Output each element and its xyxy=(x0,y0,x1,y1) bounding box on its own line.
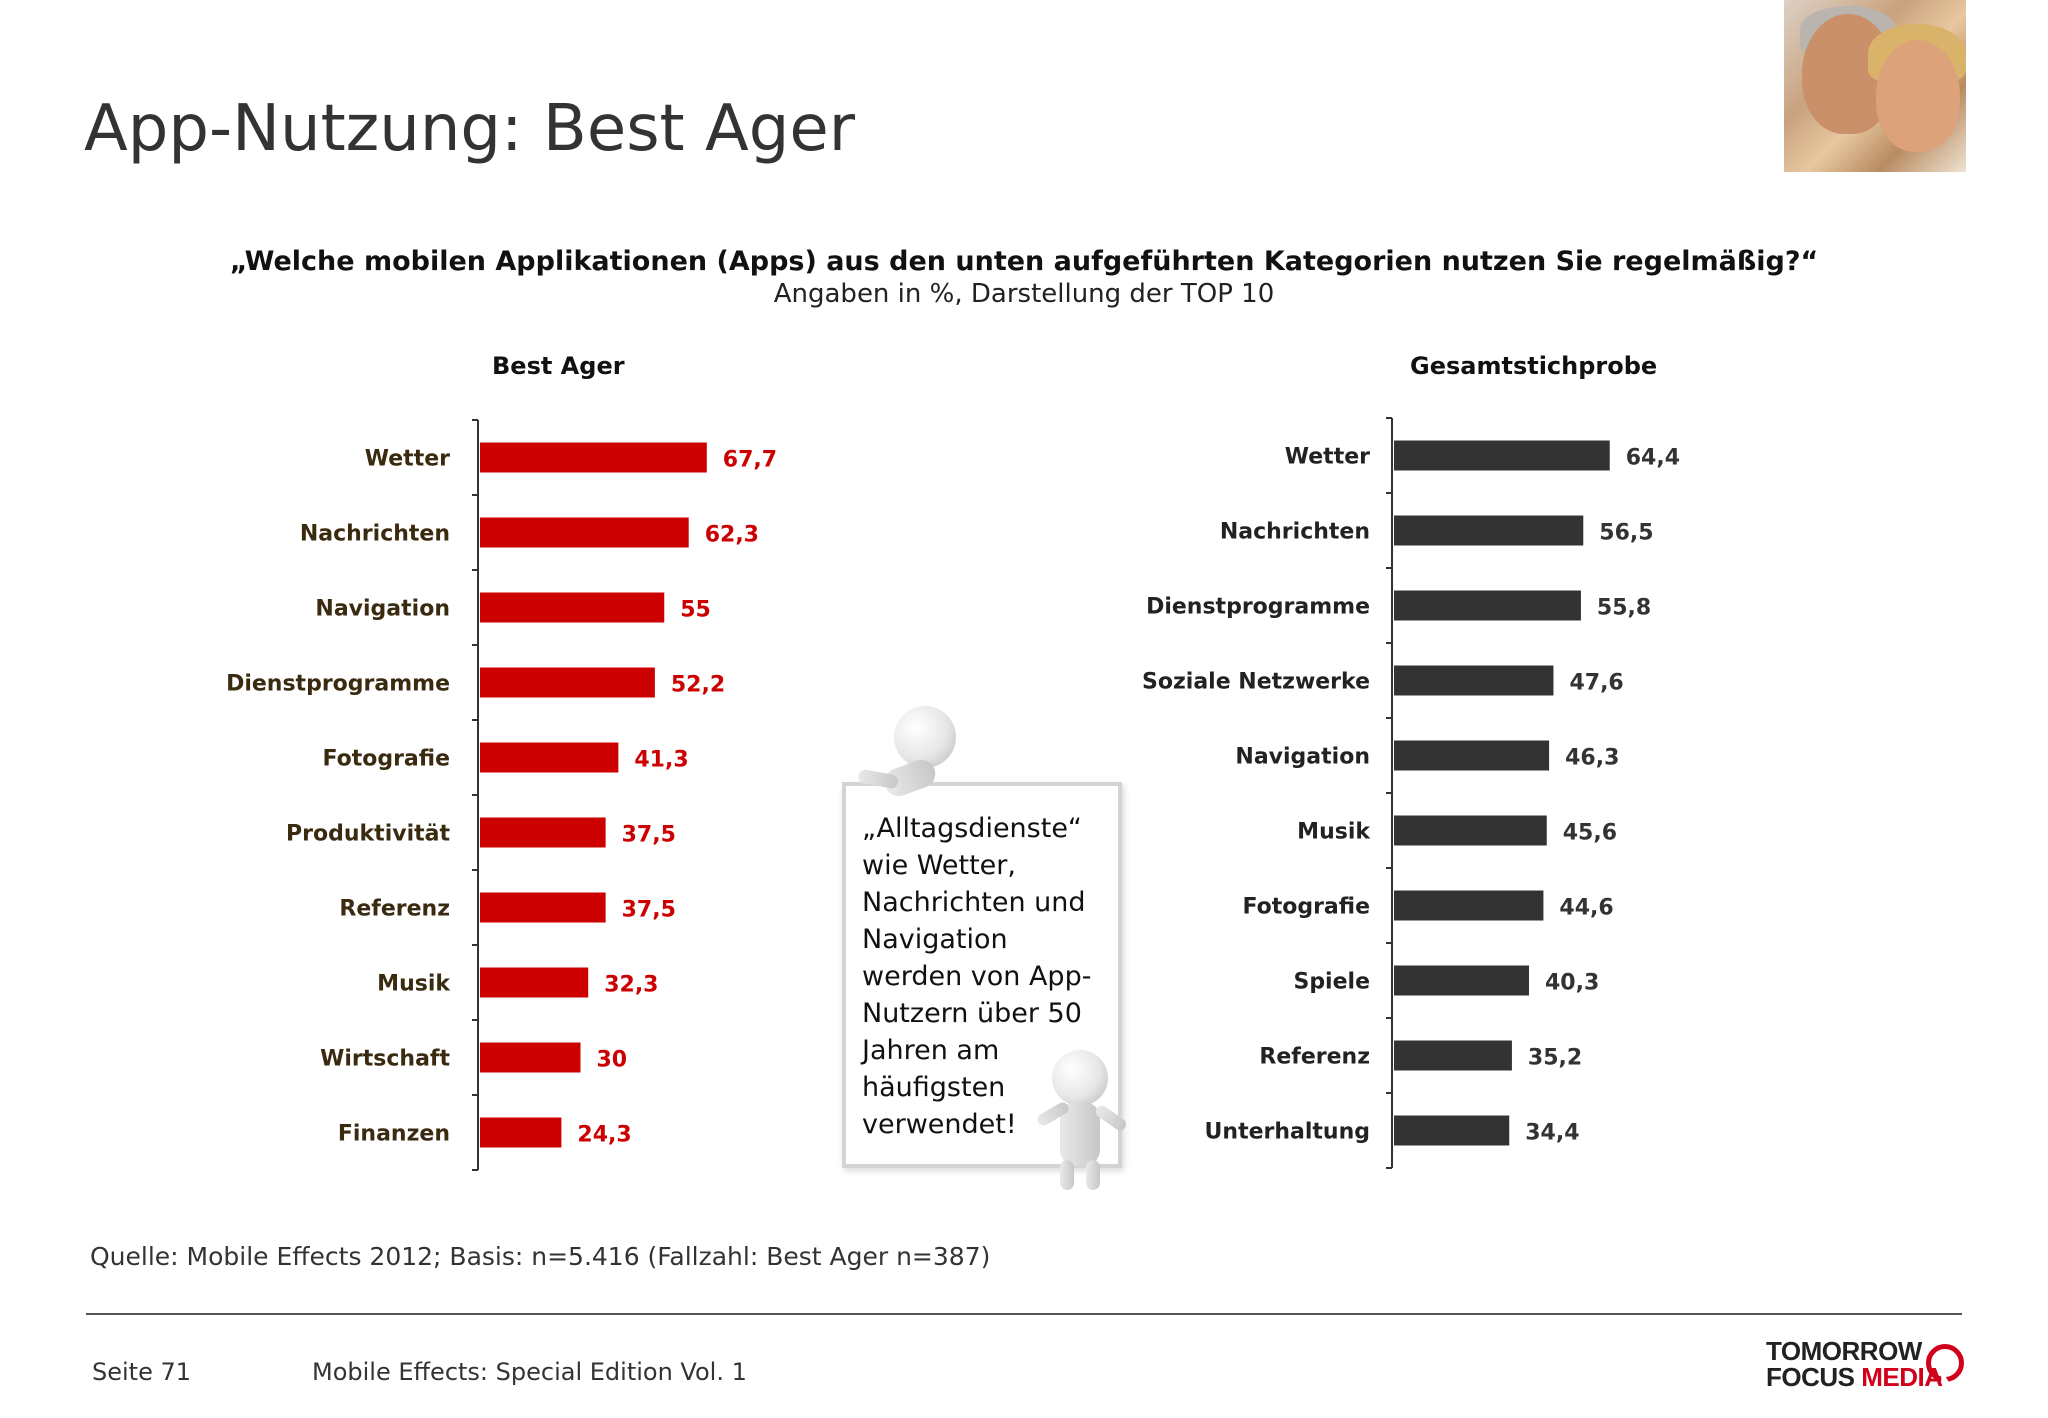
best-ager-bar xyxy=(480,1117,562,1148)
best-ager-bar xyxy=(480,967,589,998)
gesamt-bar xyxy=(1394,890,1544,921)
gesamt-value-label: 40,3 xyxy=(1545,971,1599,996)
gesamt-value-label: 34,4 xyxy=(1525,1121,1579,1146)
gesamt-bar xyxy=(1394,815,1547,846)
photo-face-right xyxy=(1876,40,1960,152)
gesamt-category-label: Dienstprogramme xyxy=(1146,595,1370,620)
best-ager-bar xyxy=(480,892,606,923)
gesamt-category-label: Nachrichten xyxy=(1220,520,1370,545)
gesamt-category-label: Spiele xyxy=(1293,970,1370,995)
document-title: Mobile Effects: Special Edition Vol. 1 xyxy=(312,1358,747,1386)
gesamt-category-label: Wetter xyxy=(1285,445,1370,470)
gesamt-category-label: Unterhaltung xyxy=(1205,1120,1370,1145)
gesamt-category-label: Musik xyxy=(1297,820,1371,845)
gesamt-bar xyxy=(1394,515,1584,546)
best-ager-value-label: 41,3 xyxy=(634,748,688,773)
gesamt-bar xyxy=(1394,590,1581,621)
best-ager-category-label: Wirtschaft xyxy=(320,1047,450,1072)
logo-line-1: TOMORROW xyxy=(1766,1336,1922,1366)
gesamt-value-label: 35,2 xyxy=(1528,1046,1582,1071)
best-ager-value-label: 37,5 xyxy=(622,823,676,848)
callout-text: „Alltagsdienste“ wie Wetter, Nachrichten… xyxy=(862,813,1092,1140)
best-ager-category-label: Navigation xyxy=(315,597,450,622)
figure-bottom-leg-left xyxy=(1060,1160,1074,1190)
best-ager-value-label: 30 xyxy=(597,1048,628,1073)
page-number: Seite 71 xyxy=(92,1358,192,1386)
gesamt-value-label: 64,4 xyxy=(1626,446,1680,471)
best-ager-value-label: 62,3 xyxy=(705,523,759,548)
best-ager-category-label: Wetter xyxy=(365,447,450,472)
gesamt-bar xyxy=(1394,965,1530,996)
gesamt-bar xyxy=(1394,1040,1512,1071)
company-logo: TOMORROW FOCUS MEDIA xyxy=(1766,1338,1943,1390)
best-ager-bar xyxy=(480,667,655,698)
best-ager-value-label: 32,3 xyxy=(604,973,658,998)
best-ager-value-label: 37,5 xyxy=(622,898,676,923)
gesamt-bar xyxy=(1394,665,1554,696)
figure-top-head xyxy=(894,706,956,768)
chart-title-best-ager: Best Ager xyxy=(492,352,625,380)
best-ager-bar xyxy=(480,817,606,848)
best-ager-value-label: 55 xyxy=(680,598,711,623)
chart-subtitle: Angaben in %, Darstellung der TOP 10 xyxy=(773,279,1275,309)
gesamt-category-label: Referenz xyxy=(1259,1045,1370,1070)
couple-photo xyxy=(1784,0,1966,172)
best-ager-value-label: 24,3 xyxy=(577,1123,631,1148)
best-ager-category-label: Fotografie xyxy=(322,747,450,772)
best-ager-bar xyxy=(480,517,689,548)
best-ager-category-label: Nachrichten xyxy=(300,522,450,547)
logo-line-2a: FOCUS xyxy=(1766,1362,1862,1392)
gesamt-category-label: Fotografie xyxy=(1242,895,1370,920)
chart-title-gesamt: Gesamtstichprobe xyxy=(1410,352,1658,380)
gesamt-category-label: Soziale Netzwerke xyxy=(1142,670,1370,695)
figure-bottom-leg-right xyxy=(1086,1160,1100,1190)
best-ager-category-label: Finanzen xyxy=(338,1122,450,1147)
figure-bottom-head xyxy=(1052,1050,1108,1106)
gesamt-bar xyxy=(1394,440,1610,471)
best-ager-bar xyxy=(480,592,665,623)
best-ager-category-label: Referenz xyxy=(339,897,450,922)
best-ager-value-label: 67,7 xyxy=(723,448,777,473)
gesamt-value-label: 47,6 xyxy=(1569,671,1623,696)
survey-question: „Welche mobilen Applikationen (Apps) aus… xyxy=(229,246,1819,277)
footer-divider xyxy=(86,1313,1962,1315)
best-ager-category-label: Dienstprogramme xyxy=(226,672,450,697)
page-title: App-Nutzung: Best Ager xyxy=(84,92,856,166)
gesamt-value-label: 45,6 xyxy=(1563,821,1617,846)
gesamt-value-label: 56,5 xyxy=(1599,521,1653,546)
gesamt-value-label: 46,3 xyxy=(1565,746,1619,771)
best-ager-category-label: Produktivität xyxy=(286,822,450,847)
gesamt-bar xyxy=(1394,1115,1510,1146)
gesamt-value-label: 55,8 xyxy=(1597,596,1651,621)
best-ager-category-label: Musik xyxy=(377,972,451,997)
source-note: Quelle: Mobile Effects 2012; Basis: n=5.… xyxy=(90,1242,991,1271)
best-ager-value-label: 52,2 xyxy=(671,673,725,698)
gesamt-bar xyxy=(1394,740,1550,771)
best-ager-bar xyxy=(480,1042,581,1073)
best-ager-bar xyxy=(480,742,619,773)
best-ager-bar xyxy=(480,442,707,473)
gesamt-value-label: 44,6 xyxy=(1559,896,1613,921)
gesamt-category-label: Navigation xyxy=(1235,745,1370,770)
